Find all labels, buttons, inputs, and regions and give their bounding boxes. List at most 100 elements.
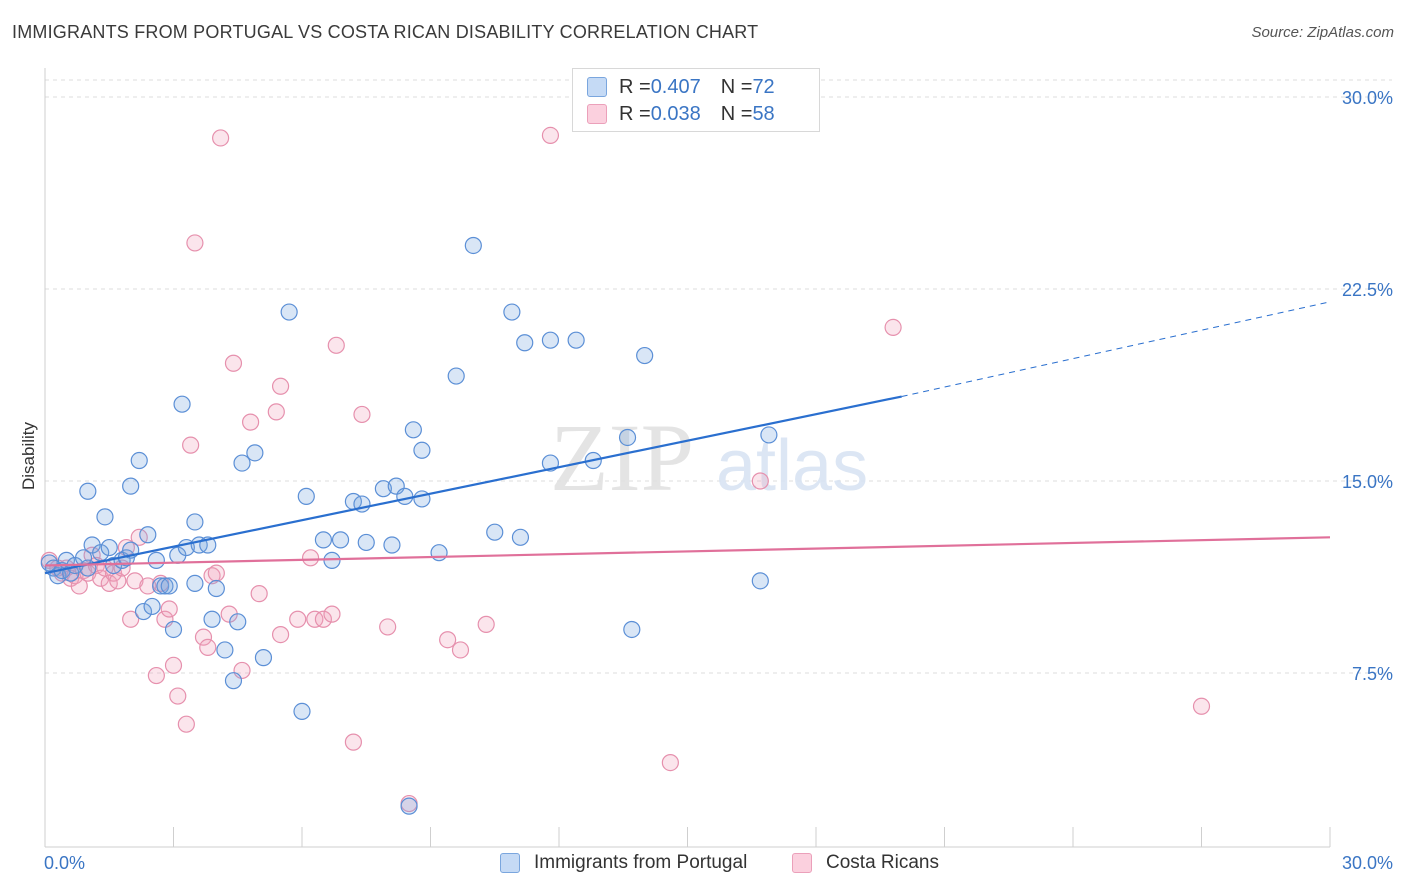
n-label: N = <box>720 75 753 98</box>
portugal-points <box>40 236 778 815</box>
costa-ricans-point <box>199 638 217 657</box>
portugal-point <box>173 395 191 413</box>
portugal-point <box>511 528 530 546</box>
costa-ricans-point <box>122 610 140 628</box>
costa-ricans-point <box>160 600 178 618</box>
portugal-point <box>447 367 465 385</box>
costa-ricans-point <box>451 641 470 659</box>
costa-ricans-point <box>177 715 195 733</box>
portugal-point <box>760 426 778 444</box>
portugal-point <box>400 797 418 815</box>
costa-ricans-point <box>439 631 457 649</box>
chart-title: IMMIGRANTS FROM PORTUGAL VS COSTA RICAN … <box>12 22 759 42</box>
portugal-point <box>143 597 161 616</box>
portugal-point <box>297 487 315 505</box>
portugal-point <box>413 441 431 459</box>
portugal-point <box>404 421 422 439</box>
portugal-point <box>293 702 311 721</box>
costa-ricans-point <box>327 336 345 354</box>
costa-ricans-point <box>344 733 362 751</box>
costa-ricans-trend-line <box>44 536 1331 567</box>
costa-ricans-point <box>353 405 371 424</box>
costa-ricans-point <box>314 610 333 628</box>
legend-label-portugal: Immigrants from Portugal <box>534 852 748 873</box>
r-label: R = <box>619 75 651 98</box>
portugal-point <box>374 480 392 498</box>
costa-ricans-point <box>301 549 320 567</box>
costa-ricans-point <box>207 564 225 582</box>
y-tick-label: 15.0% <box>1342 472 1393 492</box>
x-tick-label: 0.0% <box>44 853 85 873</box>
costa-ricans-point <box>379 618 397 636</box>
costa-ricans-point <box>267 403 285 421</box>
legend-bottom-portugal: Immigrants from Portugal <box>500 852 747 874</box>
costa-ricans-point <box>224 354 243 372</box>
r-label: R = <box>619 102 651 125</box>
costa-ricans-point <box>212 129 230 147</box>
portugal-point <box>751 572 769 590</box>
r-value: 0.038 <box>650 102 701 125</box>
portugal-point <box>430 544 448 562</box>
legend-top: R = 0.407 N = 72 R = 0.038 N = 58 <box>572 68 820 132</box>
costa-ricans-point <box>661 753 679 772</box>
portugal-point <box>160 577 178 595</box>
portugal-point <box>134 602 153 621</box>
portugal-trend-line <box>44 395 902 575</box>
portugal-point <box>246 444 264 462</box>
legend-swatch-pink <box>587 104 607 124</box>
legend-bottom-costa-ricans: Costa Ricans <box>792 852 939 874</box>
portugal-point <box>618 428 637 447</box>
y-tick-label: 30.0% <box>1342 88 1393 108</box>
portugal-point <box>229 613 247 631</box>
costa-ricans-point <box>477 615 495 633</box>
trend-lines <box>44 301 1331 575</box>
costa-ricans-point <box>182 436 200 454</box>
r-value: 0.407 <box>650 75 701 98</box>
costa-ricans-point <box>139 577 157 595</box>
portugal-point <box>396 487 414 505</box>
costa-ricans-point <box>92 569 110 587</box>
portugal-point <box>233 454 251 472</box>
costa-ricans-point <box>541 126 560 144</box>
n-value: 72 <box>752 75 775 98</box>
portugal-point <box>130 451 148 470</box>
costa-ricans-point <box>271 625 290 644</box>
y-axis-label: Disability <box>19 421 38 490</box>
portugal-point <box>357 533 375 552</box>
portugal-point <box>464 236 482 255</box>
costa-ricans-point <box>751 472 769 490</box>
portugal-point <box>216 641 234 659</box>
watermark-atlas: atlas <box>716 426 868 506</box>
costa-ricans-point <box>323 605 341 623</box>
watermark-zip: ZIP <box>550 404 694 511</box>
costa-ricans-point <box>194 628 213 646</box>
portugal-point <box>314 531 333 549</box>
costa-ricans-point <box>126 572 144 590</box>
legend-swatch-pink <box>792 853 812 873</box>
legend-swatch-blue <box>587 77 607 97</box>
portugal-point <box>156 577 174 595</box>
portugal-point <box>331 531 350 549</box>
costa-ricans-point <box>250 585 268 603</box>
portugal-point <box>96 508 114 526</box>
portugal-point <box>100 538 118 557</box>
costa-ricans-point <box>289 610 307 628</box>
gridlines <box>45 79 1392 674</box>
costa-ricans-point <box>169 687 187 705</box>
legend-swatch-blue <box>500 853 520 873</box>
costa-ricans-point <box>147 666 165 685</box>
portugal-point <box>122 477 140 495</box>
portugal-point <box>636 346 654 365</box>
portugal-point <box>254 649 273 667</box>
costa-ricans-point <box>186 234 204 252</box>
costa-ricans-point <box>884 318 902 336</box>
portugal-point <box>147 551 165 569</box>
watermark: ZIP atlas <box>550 404 868 511</box>
portugal-point <box>383 536 401 554</box>
portugal-point <box>139 526 157 544</box>
n-label: N = <box>720 102 753 125</box>
costa-ricans-point <box>242 413 260 431</box>
y-tick-label: 22.5% <box>1342 280 1393 300</box>
portugal-point <box>541 331 560 349</box>
legend-row-portugal: R = 0.407 N = 72 <box>587 75 775 99</box>
